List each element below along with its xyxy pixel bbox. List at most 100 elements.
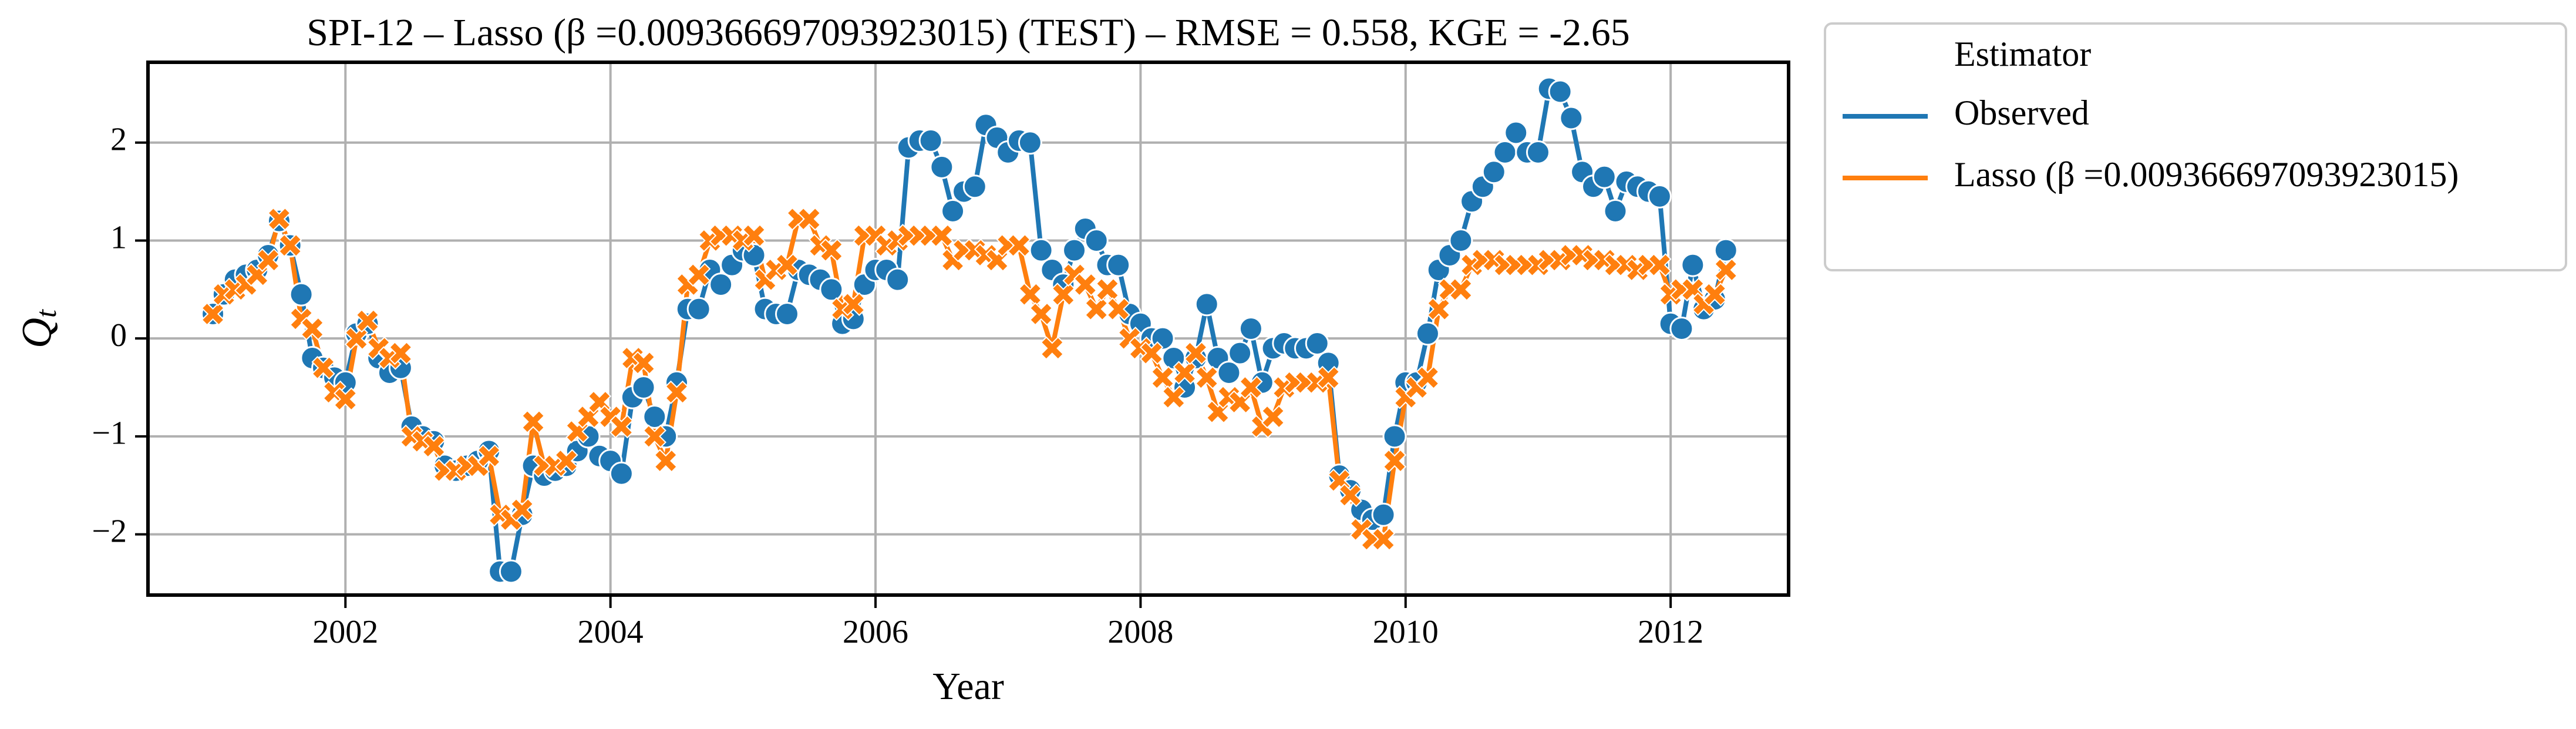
legend-box [1824, 22, 2567, 271]
point [1338, 483, 1362, 508]
point [1592, 164, 1617, 189]
point [1161, 385, 1186, 409]
point [1427, 297, 1451, 321]
point [1073, 273, 1097, 297]
point [930, 154, 954, 179]
point [499, 559, 523, 584]
x-tick-label: 2006 [843, 614, 908, 650]
point [631, 375, 656, 400]
point [1382, 424, 1407, 449]
point [841, 292, 866, 316]
point [1559, 106, 1584, 130]
point [1194, 292, 1219, 317]
y-tick-label: 2 [110, 122, 127, 158]
legend-label: Observed [1954, 93, 2089, 132]
point [311, 356, 335, 380]
x-axis-label: Year [932, 665, 1004, 708]
point [1029, 302, 1053, 326]
x-tick-label: 2004 [578, 614, 644, 650]
point [742, 223, 766, 248]
legend-label: Lasso (β =0.009366697093923015) [1954, 155, 2459, 194]
point [1415, 321, 1440, 346]
point [1493, 140, 1517, 164]
x-tick-label: 2002 [312, 614, 378, 650]
point [609, 461, 634, 486]
point [709, 272, 733, 297]
point [642, 405, 667, 429]
point [1371, 527, 1396, 552]
point [1095, 277, 1120, 301]
point [775, 253, 799, 277]
point [1714, 258, 1738, 282]
point [1713, 238, 1738, 263]
point [941, 199, 965, 223]
point [477, 444, 501, 468]
point [1647, 184, 1672, 209]
point [1449, 277, 1473, 301]
point [1007, 233, 1031, 257]
plot-area [201, 76, 1738, 584]
point [422, 434, 446, 458]
point [1703, 282, 1727, 307]
point [521, 409, 545, 434]
x-tick-label: 2010 [1373, 614, 1439, 650]
point [819, 277, 844, 302]
point [1217, 361, 1241, 385]
point [554, 449, 578, 473]
point [201, 302, 225, 326]
point [1261, 405, 1285, 429]
point [289, 282, 314, 307]
point [267, 207, 291, 231]
point [930, 223, 954, 248]
point [1195, 365, 1219, 390]
point [1239, 375, 1263, 399]
point [344, 327, 369, 351]
point [1150, 365, 1175, 390]
point [1139, 341, 1164, 365]
point [278, 233, 302, 257]
point [300, 317, 325, 341]
point [1681, 253, 1705, 277]
point [1051, 282, 1075, 307]
point [1669, 317, 1694, 341]
point [819, 238, 844, 263]
point [1018, 282, 1042, 307]
y-tick-label: −2 [92, 513, 127, 549]
point [1449, 228, 1473, 253]
point [918, 128, 943, 153]
point [256, 248, 280, 272]
point [686, 297, 711, 321]
point [665, 380, 689, 405]
x-tick-label: 2012 [1638, 614, 1703, 650]
point [389, 341, 413, 365]
point [885, 267, 910, 292]
point [1648, 253, 1672, 277]
point [334, 387, 358, 411]
point [1018, 130, 1042, 155]
point [1371, 502, 1396, 527]
point [1305, 331, 1329, 356]
chart-title: SPI-12 – Lasso (β =0.009366697093923015)… [307, 11, 1630, 54]
point [1106, 253, 1131, 277]
point [1548, 79, 1572, 104]
point [775, 301, 799, 326]
point [797, 207, 821, 231]
y-tick-label: −1 [92, 415, 127, 452]
point [1029, 238, 1053, 263]
point [1040, 336, 1065, 361]
x-tick-label: 2008 [1107, 614, 1173, 650]
point [1184, 341, 1208, 365]
point [654, 449, 678, 473]
point [610, 415, 634, 439]
point [1228, 341, 1252, 365]
point [631, 351, 656, 375]
point [1603, 199, 1628, 223]
point [1106, 297, 1130, 321]
point [687, 263, 711, 287]
point [1416, 365, 1440, 390]
legend-title: Estimator [1954, 35, 2091, 73]
plot-frame [146, 61, 1790, 597]
y-tick-label: 1 [110, 219, 127, 256]
y-tick-label: 0 [110, 317, 127, 354]
point [642, 424, 666, 449]
